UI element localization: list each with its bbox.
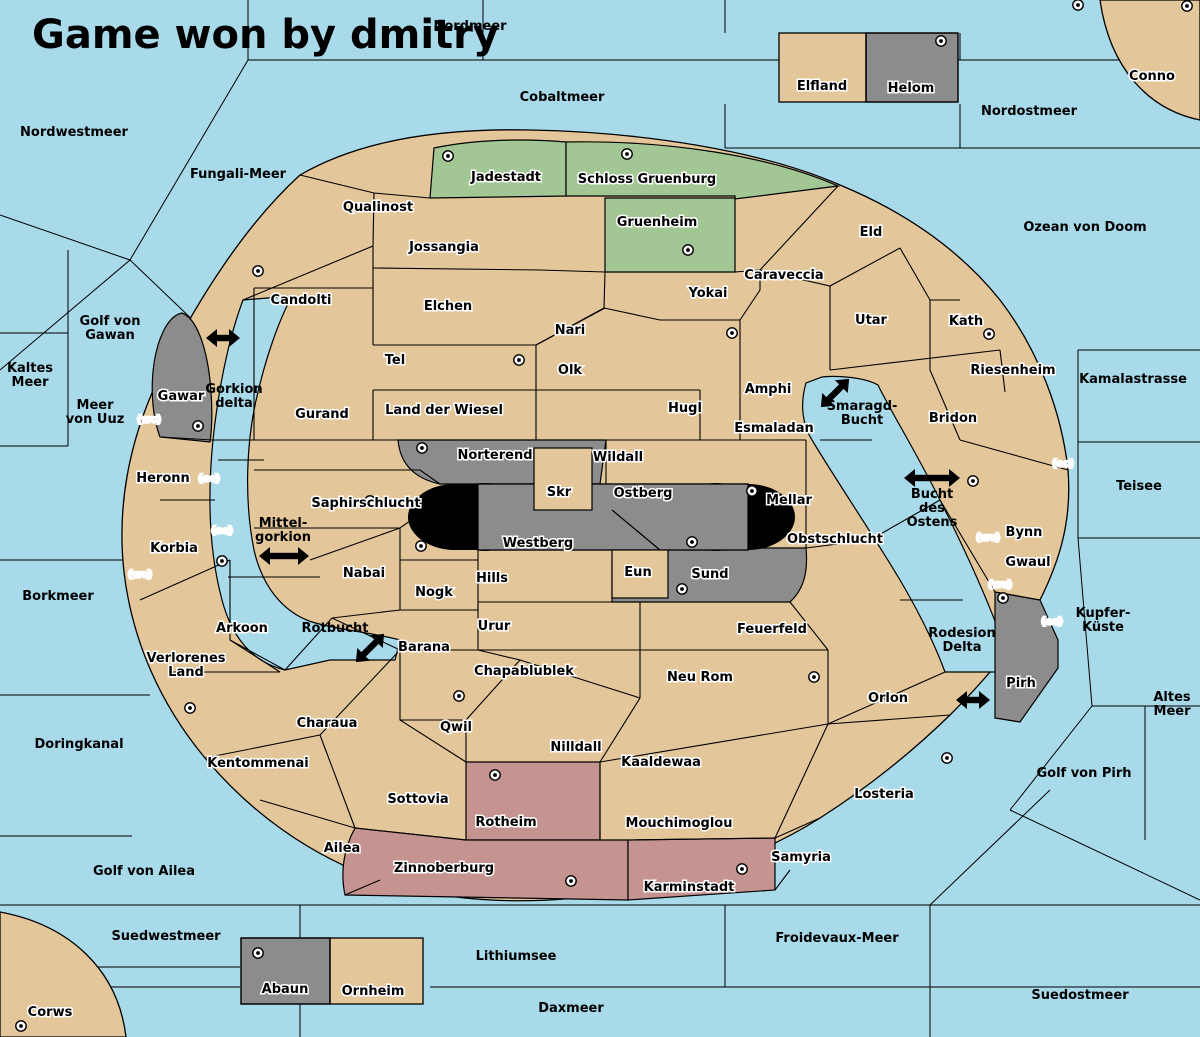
bidirectional-arrow bbox=[206, 329, 240, 347]
bidirectional-arrow bbox=[956, 691, 990, 709]
supply-center-dot[interactable] bbox=[726, 327, 738, 339]
prov-helom-outline bbox=[865, 32, 959, 103]
supply-center-dot[interactable] bbox=[489, 769, 501, 781]
supply-center-dot[interactable] bbox=[252, 265, 264, 277]
coast-tag: (ec) bbox=[1040, 615, 1064, 629]
central-stadium bbox=[0, 0, 795, 551]
prov-karminstadt[interactable] bbox=[627, 837, 776, 901]
prov-rotheim[interactable] bbox=[465, 761, 601, 841]
supply-center-dot[interactable] bbox=[746, 485, 758, 497]
supply-center-dot[interactable] bbox=[216, 555, 228, 567]
coast-tag: (wc) bbox=[127, 568, 154, 582]
prov-abaun[interactable] bbox=[240, 937, 331, 1005]
prov-jadestadt[interactable] bbox=[429, 139, 567, 199]
prov-skr[interactable] bbox=[533, 447, 593, 511]
supply-center-dot[interactable] bbox=[1072, 0, 1084, 11]
coast-tag: (ec) bbox=[197, 472, 221, 486]
prov-ornheim[interactable] bbox=[329, 937, 424, 1005]
supply-center-dot[interactable] bbox=[941, 752, 953, 764]
prov-eun[interactable] bbox=[611, 549, 669, 599]
bidirectional-arrow bbox=[259, 547, 309, 565]
supply-center-dot[interactable] bbox=[364, 495, 376, 507]
coast-tag: (wc) bbox=[975, 531, 1002, 545]
page-title: Game won by dmitry bbox=[32, 12, 499, 58]
prov-corws[interactable] bbox=[0, 911, 127, 1037]
supply-center-dot[interactable] bbox=[192, 420, 204, 432]
supply-center-dot[interactable] bbox=[682, 244, 694, 256]
arrow-layer bbox=[206, 329, 990, 709]
supply-center-dot[interactable] bbox=[442, 150, 454, 162]
supply-center-layer bbox=[15, 0, 1193, 1032]
supply-center-dot[interactable] bbox=[967, 475, 979, 487]
prov-conno[interactable] bbox=[1099, 0, 1200, 121]
supply-center-dot[interactable] bbox=[415, 540, 427, 552]
supply-center-dot[interactable] bbox=[15, 1020, 27, 1032]
prov-abaun-outline bbox=[240, 937, 331, 1005]
supply-center-dot[interactable] bbox=[453, 690, 465, 702]
province-borders bbox=[139, 174, 1069, 896]
supply-center-dot[interactable] bbox=[621, 148, 633, 160]
supply-center-dot[interactable] bbox=[935, 35, 947, 47]
supply-center-dot[interactable] bbox=[997, 592, 1009, 604]
supply-center-dot[interactable] bbox=[252, 947, 264, 959]
prov-elfland[interactable] bbox=[778, 32, 867, 103]
supply-center-dot[interactable] bbox=[416, 442, 428, 454]
coast-tag: (wc) bbox=[136, 413, 163, 427]
supply-center-dot[interactable] bbox=[513, 354, 525, 366]
supply-center-dot[interactable] bbox=[686, 536, 698, 548]
bidirectional-arrow bbox=[820, 378, 850, 408]
coast-tag: (wc) bbox=[987, 578, 1014, 592]
prov-gruenheim[interactable] bbox=[604, 197, 736, 273]
bidirectional-arrow bbox=[355, 633, 385, 663]
supply-center-dot[interactable] bbox=[808, 671, 820, 683]
coast-tag: (ec) bbox=[1051, 457, 1075, 471]
supply-center-dot[interactable] bbox=[676, 583, 688, 595]
supply-center-dot[interactable] bbox=[736, 863, 748, 875]
supply-center-dot[interactable] bbox=[1181, 0, 1193, 12]
supply-center-dot[interactable] bbox=[565, 875, 577, 887]
prov-ostberg[interactable] bbox=[0, 0, 748, 550]
coast-tag: (ec) bbox=[210, 524, 234, 538]
prov-schloss-gruenburg[interactable] bbox=[565, 141, 841, 200]
supply-center-dot[interactable] bbox=[983, 328, 995, 340]
stadium-internal-divider bbox=[611, 509, 661, 551]
supply-center-dot[interactable] bbox=[184, 702, 196, 714]
bidirectional-arrow bbox=[904, 469, 960, 487]
